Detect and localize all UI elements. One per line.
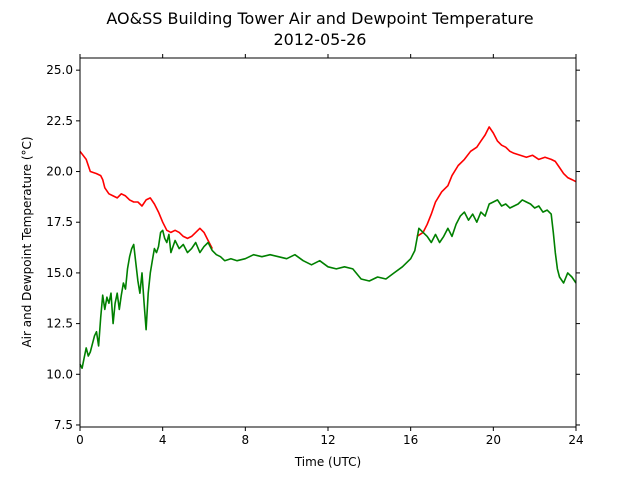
y-tick-label: 25.0 [46,63,73,77]
y-tick-label: 15.0 [46,266,73,280]
plot-area: 0 4 8 12 16 20 24 7.5 10.0 12.5 15.0 17.5 20.0 22.5 2… [46,54,584,447]
x-tick-label: 16 [403,433,418,447]
x-tick-label: 24 [568,433,583,447]
y-axis-ticks: 7.5 10.0 12.5 15.0 17.5 20.0 22.5 25.0 [46,63,580,432]
series-layer [79,126,577,370]
series-line-2 [79,199,577,370]
x-axis-ticks: 0 4 8 12 16 20 24 [76,54,584,447]
x-tick-label: 20 [486,433,501,447]
series-line-1 [416,126,577,238]
chart-title: AO&SS Building Tower Air and Dewpoint Te… [106,9,533,28]
x-tick-label: 8 [242,433,250,447]
x-tick-label: 12 [320,433,335,447]
y-tick-label: 17.5 [46,215,73,229]
chart-subtitle: 2012-05-26 [274,30,367,49]
x-tick-label: 0 [76,433,84,447]
y-tick-label: 20.0 [46,165,73,179]
x-axis-label: Time (UTC) [294,455,361,469]
y-tick-label: 22.5 [46,114,73,128]
x-tick-label: 4 [159,433,167,447]
series-line-0 [79,150,214,249]
y-tick-label: 12.5 [46,317,73,331]
y-tick-label: 10.0 [46,367,73,381]
y-axis-label: Air and Dewpoint Temperature (°C) [20,136,34,347]
y-tick-label: 7.5 [54,418,73,432]
